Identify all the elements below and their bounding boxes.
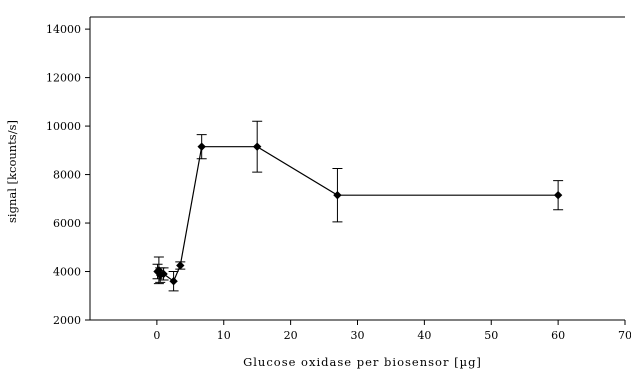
y-axis-ticks: 2000 4000 6000 8000 10000 12000 14000: [46, 23, 90, 327]
series-line: [157, 146, 559, 283]
data-point: [156, 270, 165, 280]
x-tick-label: 30: [351, 329, 365, 342]
data-point: [159, 269, 168, 279]
x-tick-label: 40: [417, 329, 431, 342]
x-tick-label: 0: [153, 329, 160, 342]
x-tick-label: 60: [551, 329, 565, 342]
x-axis-ticks: 0 10 20 30 40 50 60 70: [153, 320, 631, 342]
plot-area: [89, 16, 625, 321]
y-tick-label: 14000: [46, 23, 81, 36]
y-tick-label: 12000: [46, 72, 81, 85]
x-tick-label: 20: [284, 329, 298, 342]
data-point: [176, 261, 185, 270]
data-point: [197, 142, 206, 151]
y-tick-label: 10000: [46, 120, 81, 133]
y-tick-label: 4000: [53, 266, 81, 279]
y-axis-title: signal [kcounts/s]: [5, 120, 19, 223]
x-tick-label: 50: [484, 329, 498, 342]
y-tick-label: 8000: [53, 169, 81, 182]
data-point: [333, 190, 342, 200]
series-connector: [157, 146, 559, 283]
x-axis-title: Glucose oxidase per biosensor [µg]: [243, 355, 482, 369]
x-tick-label: 70: [618, 329, 631, 342]
y-tick-label: 2000: [53, 314, 81, 327]
data-point: [553, 190, 563, 200]
data-points: [153, 142, 563, 286]
data-point: [169, 277, 178, 286]
data-point: [252, 142, 262, 151]
x-tick-label: 10: [217, 329, 231, 342]
y-tick-label: 6000: [53, 217, 81, 230]
